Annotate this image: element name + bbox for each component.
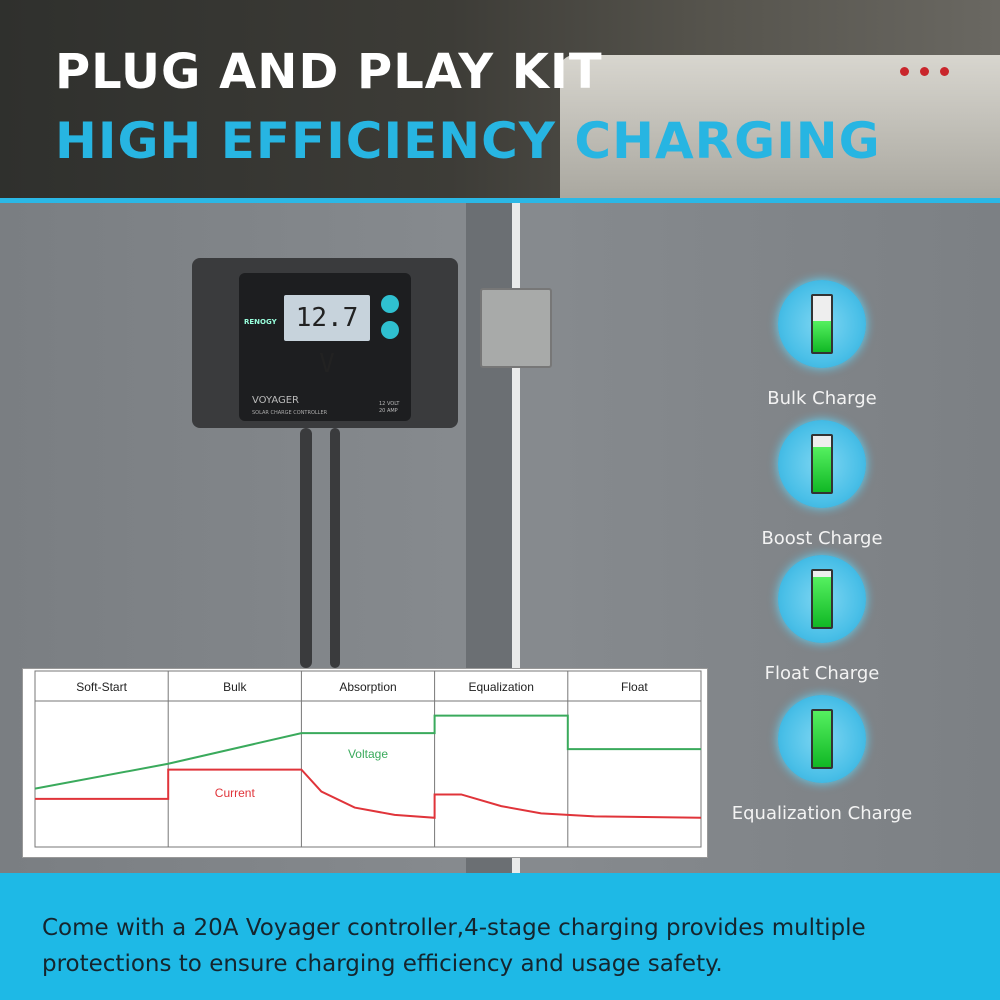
divider (0, 198, 1000, 203)
model-name: VOYAGER (252, 395, 300, 406)
stage-label: Bulk Charge (767, 388, 877, 409)
select-button[interactable] (381, 295, 399, 313)
charging-stage-chart: Soft-Start Bulk Absorption Equalization Floa… (22, 668, 708, 858)
rv-photo (560, 55, 1000, 200)
header-background (0, 0, 1000, 200)
hinge (480, 288, 552, 368)
display-value: 12.7 (295, 303, 359, 333)
controller-face: RENOGY 12.7 V VOYAGER SOLAR CHARGE CONTR… (239, 273, 411, 421)
battery-bolt-icon (811, 709, 833, 769)
footer-text: Come with a 20A Voyager controller,4-sta… (42, 915, 866, 977)
chart-frame (34, 670, 702, 848)
series-current (35, 768, 702, 819)
lcd-display: 12.7 V (284, 295, 370, 379)
battery-charging-icon (811, 294, 833, 354)
model-desc: SOLAR CHARGE CONTROLLER (252, 410, 328, 416)
stage-0: Bulk Charge (712, 280, 932, 409)
page-title: PLUG AND PLAY KIT (55, 44, 603, 100)
series-label: Voltage (348, 747, 388, 761)
chart-svg: Soft-Start Bulk Absorption Equalization Floa… (34, 670, 702, 848)
stage-1: Boost Charge (712, 420, 932, 549)
cable (330, 428, 340, 668)
stage-3: Equalization Charge (712, 695, 932, 824)
page-subtitle: HIGH EFFICIENCY CHARGING (55, 112, 881, 170)
footer-band (0, 873, 1000, 1000)
phase-label: Absorption (339, 680, 396, 694)
stage-circle (778, 555, 866, 643)
battery-charging-icon (811, 434, 833, 494)
panel-seam (512, 203, 520, 873)
stage-circle (778, 420, 866, 508)
phase-label: Float (621, 680, 648, 694)
phase-label: Equalization (469, 680, 534, 694)
stage-label: Boost Charge (761, 528, 883, 549)
stage-2: Float Charge (712, 555, 932, 684)
rating: 12 VOLT 20 AMP (379, 401, 400, 414)
stage-label: Equalization Charge (731, 803, 913, 824)
series-voltage (34, 714, 701, 790)
stage-label: Float Charge (764, 663, 880, 684)
display-unit: V (319, 349, 335, 379)
cable (300, 428, 312, 668)
stage-circle (778, 695, 866, 783)
battery-charging-icon (811, 569, 833, 629)
stage-circle (778, 280, 866, 368)
series-label: Current (215, 786, 256, 800)
phase-label: Bulk (223, 680, 247, 694)
brand-logo: RENOGY (244, 318, 277, 326)
phase-label: Soft-Start (76, 680, 127, 694)
enter-button[interactable] (381, 321, 399, 339)
charge-controller: RENOGY 12.7 V VOYAGER SOLAR CHARGE CONTR… (192, 258, 458, 428)
